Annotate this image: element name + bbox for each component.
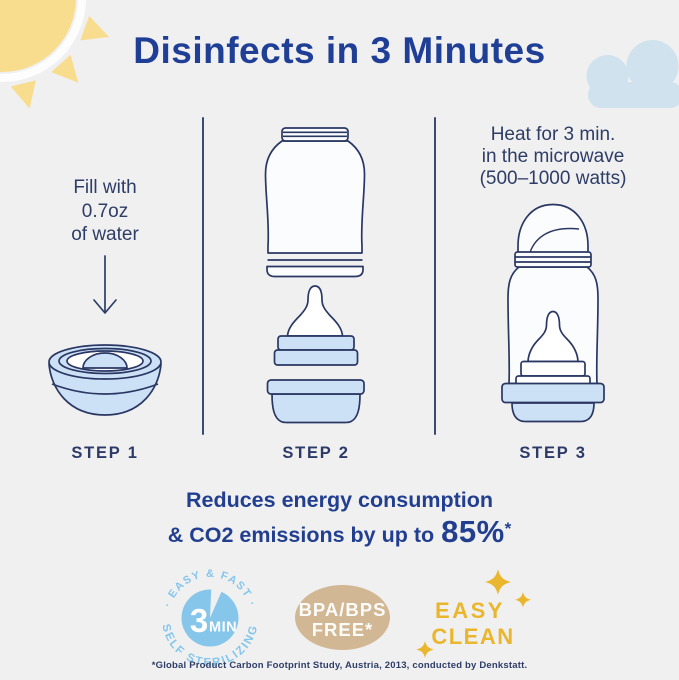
- benefit-line-1: Reduces energy consumption: [185, 488, 494, 512]
- benefit-line-2-prefix: & CO2 emissions by up to: [167, 523, 435, 548]
- instruction-line: of water: [71, 224, 139, 245]
- sparkle-icon: [485, 569, 511, 595]
- instruction-step-1: Fill with 0.7oz of water: [30, 176, 180, 247]
- badge-3min-big: 3: [190, 602, 208, 639]
- sparkle-icon: [416, 641, 434, 658]
- step-3-label: STEP 3: [519, 444, 587, 462]
- self-sterilizing-badge: 3 MIN · EASY & FAST · SELF STERILIZING: [159, 568, 258, 669]
- sun-icon: [0, 0, 110, 109]
- benefit-asterisk: *: [504, 519, 512, 538]
- clean-text: CLEAN: [431, 624, 514, 649]
- instruction-line: in the microwave: [481, 146, 625, 167]
- page-title: Disinfects in 3 Minutes: [133, 30, 546, 71]
- sterilizer-base-icon: [266, 379, 365, 424]
- step-1-label: STEP 1: [71, 444, 139, 462]
- benefit-highlight: 85%: [441, 514, 505, 550]
- step-2-label: STEP 2: [282, 444, 350, 462]
- badge-3min-small: MIN: [209, 620, 237, 636]
- sparkle-icon: [515, 592, 531, 608]
- benefit-text: Reduces energy consumption & CO2 emissio…: [0, 487, 679, 551]
- easy-clean-badge: EASY CLEAN: [416, 569, 531, 658]
- divider-right: [434, 117, 436, 435]
- divider-left: [202, 117, 204, 435]
- instruction-line: (500–1000 watts): [479, 168, 627, 189]
- bpa-free-badge: BPA/BPS FREE*: [295, 585, 390, 650]
- cloud-icon: [586, 40, 679, 108]
- instruction-line: 0.7oz: [81, 200, 129, 222]
- benefit-line-2: & CO2 emissions by up to 85%*: [0, 513, 679, 551]
- down-arrow-icon: [93, 255, 117, 314]
- bottle-body-icon: [264, 127, 366, 278]
- footnote: *Global Product Carbon Footprint Study, …: [151, 660, 528, 671]
- easy-text: EASY: [435, 598, 505, 623]
- instruction-step-3: Heat for 3 min. in the microwave (500–10…: [445, 124, 661, 190]
- instruction-line: Heat for 3 min.: [490, 124, 616, 145]
- instruction-line: Fill with: [73, 177, 137, 198]
- nipple-ring-icon: [273, 285, 359, 366]
- bpa-ellipse-icon: [295, 585, 390, 650]
- timer-wedge-icon: [210, 583, 224, 618]
- bowl-icon: [48, 344, 162, 416]
- assembled-bottle-icon: [501, 203, 605, 423]
- bpa-line-1: BPA/BPS: [299, 599, 387, 620]
- bpa-line-2: FREE*: [312, 619, 374, 640]
